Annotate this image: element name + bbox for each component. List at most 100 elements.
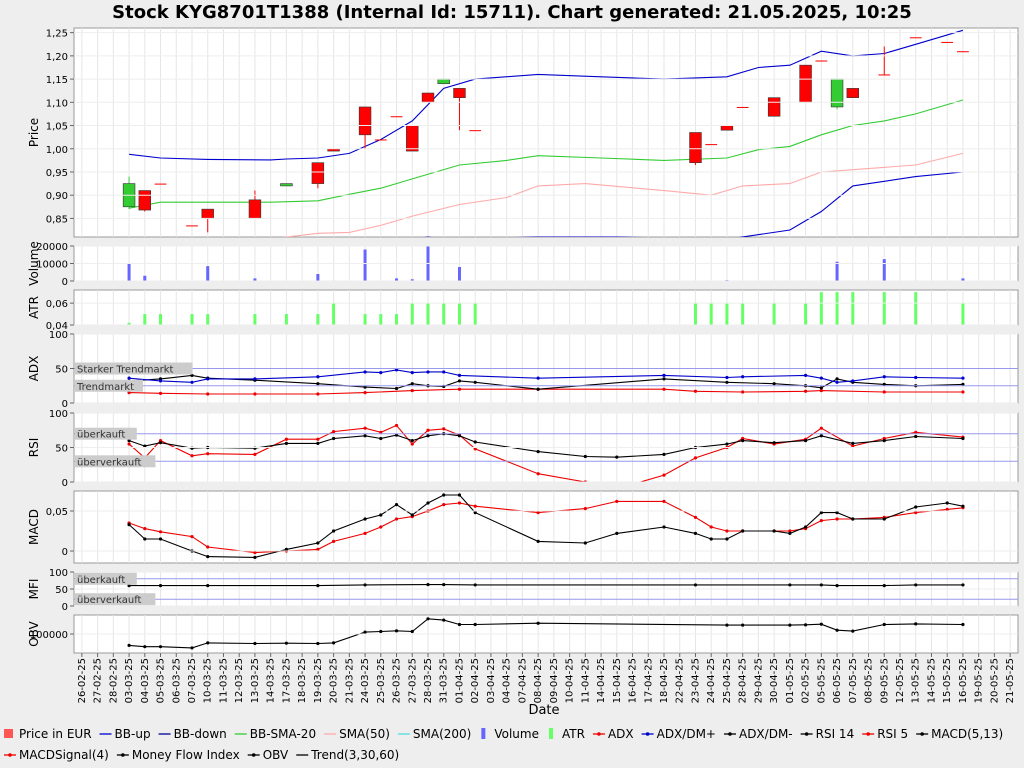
adx-strong-line-label: Starker Trendmarkt	[77, 365, 174, 376]
dm-plus-line-point	[835, 380, 839, 384]
y-tick-label: 100000	[30, 630, 68, 641]
macd-line-point	[332, 529, 336, 533]
y-tick-label: 100	[49, 330, 68, 341]
volume-bar	[363, 249, 367, 281]
dm-minus-line-point	[662, 377, 666, 381]
rsi14-line-point	[772, 441, 776, 445]
dm-plus-line-point	[725, 375, 729, 380]
rsi14-line-point	[379, 436, 383, 441]
candle-body	[815, 60, 828, 62]
mfi-line-point	[473, 583, 477, 587]
atr-bar	[316, 314, 320, 325]
indicator-panels: Price 0,85 0,90 0,95 1,00 1,05 1,10 1,15 1,20 1,2…	[27, 27, 1019, 654]
atr-bar	[332, 303, 336, 325]
macd-line-point	[709, 537, 713, 541]
rsi5-line-point	[410, 442, 414, 446]
macd-line-point	[143, 537, 147, 541]
dm-plus-line-point	[914, 375, 918, 380]
rsi-under-line-label-bg	[75, 455, 156, 468]
dm-plus-line-point	[158, 379, 163, 383]
candle-body	[736, 106, 749, 108]
adx-line-point	[127, 391, 131, 395]
macd-signal-line-point	[332, 539, 336, 544]
date-axis: 26-02-25 27-02-25 28-02-25 03-03-25 04-03-25…	[77, 653, 1016, 703]
macd-signal-line-point	[253, 551, 257, 555]
x-tick-label: 07-04-25	[517, 658, 528, 703]
adx-line-point	[410, 388, 414, 393]
atr-bar	[143, 314, 147, 325]
atr-bar	[725, 303, 729, 325]
bb-sma-line	[128, 99, 964, 209]
x-tick-label: 24-03-25	[360, 658, 371, 703]
obv-line-point	[363, 630, 367, 634]
mfi-line-point	[835, 584, 839, 588]
rsi5-line-point	[615, 487, 618, 490]
x-tick-label: 01-04-25	[454, 658, 465, 703]
atr-bar	[395, 314, 399, 325]
x-tick-label: 05-05-25	[816, 658, 827, 703]
obv-line-point	[882, 622, 886, 627]
macd-line-point	[473, 510, 477, 515]
y-tick-label: 1,20	[46, 52, 68, 63]
obv-line-point	[725, 623, 729, 627]
legend-label: ADX/DM+	[657, 727, 716, 741]
macd-line-point	[835, 510, 839, 515]
rsi-under-line-label: überverkauft	[77, 457, 142, 468]
obv-line-point	[206, 641, 210, 645]
macd-signal-line-point	[316, 547, 320, 552]
legend-label: ADX	[608, 727, 634, 741]
dm-plus-line-point	[819, 376, 823, 380]
y-tick-label: 1,15	[46, 75, 68, 86]
adx-line-point	[158, 391, 163, 395]
atr-bar	[442, 303, 446, 325]
rsi5-line-point	[426, 428, 430, 432]
legend-label: ADX/DM-	[739, 727, 793, 741]
y-tick-label: 1,10	[46, 98, 68, 109]
obv-line-point	[536, 621, 540, 625]
candle-body	[705, 144, 718, 146]
macd-signal-line-point	[457, 501, 462, 505]
x-tick-label: 19-03-25	[313, 658, 324, 703]
legend-item: MACDSignal(4)	[4, 748, 109, 762]
rsi-axis-label: RSI	[27, 438, 41, 458]
mfi-series	[127, 582, 965, 588]
legend-label: Price in EUR	[19, 727, 92, 741]
chart-title: Stock KYG8701T1388 (Internal Id: 15711).…	[112, 2, 912, 23]
legend-item: Volume	[481, 727, 539, 741]
atr-bar	[159, 314, 163, 325]
dm-minus-line-point	[882, 382, 886, 386]
atr-bar	[709, 303, 713, 325]
x-tick-label: 26-02-25	[77, 658, 88, 703]
x-axis-label: Date	[528, 703, 559, 718]
y-tick-label: 0,95	[46, 168, 68, 179]
obv-line-point	[851, 629, 855, 633]
dm-plus-line-point	[253, 377, 257, 381]
atr-bar	[835, 292, 839, 325]
macd-signal-line-point	[158, 530, 163, 534]
volume-axis-label: Volume	[27, 241, 41, 286]
dm-plus-line-point	[394, 368, 399, 372]
legend-label: RSI 5	[877, 727, 908, 741]
rsi5-line-point	[536, 472, 540, 476]
macd-line-point	[253, 555, 257, 560]
mfi-line-point	[914, 583, 918, 587]
obv-line-point	[788, 623, 792, 627]
y-tick-label: 100	[49, 409, 68, 420]
macd-signal-line-point	[662, 499, 666, 503]
volume-bar	[206, 266, 210, 281]
adx-line-point	[662, 387, 666, 391]
price-plot-area	[73, 27, 1019, 238]
rsi5-line-point	[284, 437, 288, 441]
macd-signal-line-point	[835, 517, 839, 521]
y-tick-label: 0,05	[46, 507, 68, 518]
macd-line-point	[961, 504, 965, 508]
x-tick-label: 11-04-25	[580, 658, 591, 703]
legend-swatch	[4, 729, 13, 738]
adx-line-point	[882, 390, 886, 394]
mfi-line-point	[426, 582, 430, 587]
rsi14-line-point	[127, 439, 131, 443]
legend-swatch-dot	[597, 732, 601, 736]
y-tick-label: 100	[49, 568, 68, 579]
obv-line-point	[190, 646, 194, 650]
macd-signal-line-point	[914, 510, 918, 515]
